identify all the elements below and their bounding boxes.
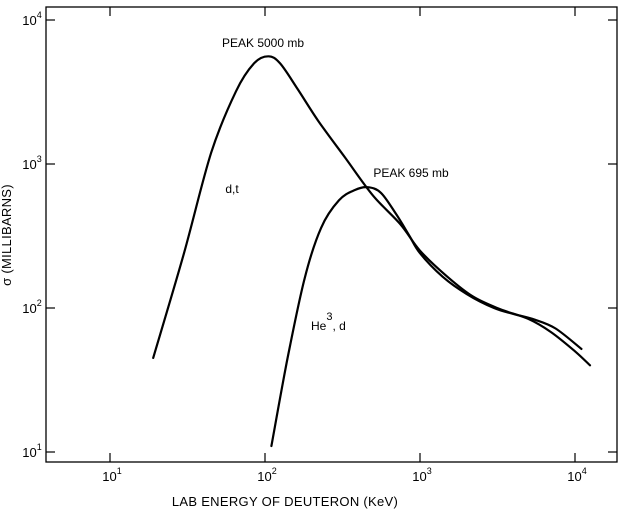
peak-dt-label: PEAK 5000 mb xyxy=(222,36,304,50)
y-tick-label: 103 xyxy=(22,154,41,172)
he3d-curve xyxy=(270,185,583,448)
y-tick-label: 102 xyxy=(22,298,41,316)
dt-series-label: d,t xyxy=(225,182,239,196)
x-axis-title: LAB ENERGY OF DEUTERON (KeV) xyxy=(172,494,398,509)
plot-frame xyxy=(45,6,618,463)
x-tick-label: 104 xyxy=(567,466,586,484)
peak-he3d-label: PEAK 695 mb xyxy=(373,166,449,180)
he3d-series-label: He3, d xyxy=(311,311,346,333)
x-tick-label: 101 xyxy=(102,466,121,484)
x-tick-label: 103 xyxy=(412,466,431,484)
y-tick-label: 104 xyxy=(22,10,41,28)
y-tick-label: 101 xyxy=(22,442,41,460)
x-tick-label: 102 xyxy=(257,466,276,484)
y-axis-title: σ (MILLIBARNS) xyxy=(0,184,14,286)
dt-curve xyxy=(152,55,592,367)
